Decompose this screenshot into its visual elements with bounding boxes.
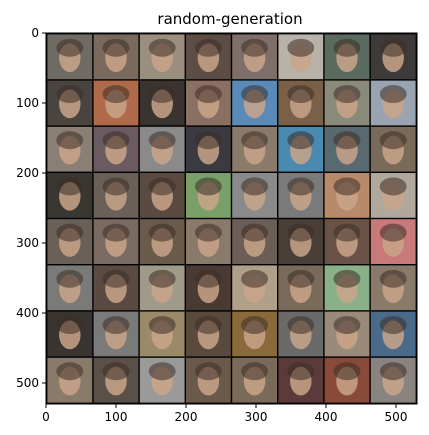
- face-tile: [47, 126, 93, 172]
- face-tile: [186, 126, 231, 172]
- face-tile: [93, 126, 139, 172]
- face-tile: [232, 219, 277, 264]
- face-tile: [370, 80, 416, 126]
- y-tick-label: 300: [16, 236, 39, 250]
- face-tile: [278, 173, 324, 218]
- face-tile: [47, 357, 93, 403]
- face-tile: [93, 34, 139, 80]
- face-tile: [232, 173, 277, 218]
- face-tile: [47, 34, 93, 80]
- face-tile: [278, 357, 324, 403]
- x-axis: 0 100 200 300 400 500: [42, 404, 407, 424]
- face-tile: [186, 219, 231, 264]
- face-tile: [232, 80, 277, 126]
- x-tick-label: 400: [315, 410, 338, 424]
- face-tile: [93, 311, 139, 357]
- face-tile: [324, 126, 370, 172]
- face-tile: [278, 80, 324, 126]
- face-tile: [139, 311, 185, 357]
- face-tile: [324, 34, 370, 80]
- axes-border: [45, 32, 418, 405]
- face-tile: [47, 173, 93, 218]
- face-tile: [93, 219, 139, 264]
- y-tick-label: 100: [16, 96, 39, 110]
- image-grid: [46, 33, 417, 404]
- face-tile: [139, 219, 185, 264]
- face-tile: [232, 311, 277, 357]
- face-tile: [93, 173, 139, 218]
- face-tile: [93, 265, 139, 311]
- face-tile: [93, 357, 139, 403]
- face-tile: [278, 311, 324, 357]
- face-tile: [139, 34, 185, 80]
- face-tile: [186, 311, 231, 357]
- face-tile: [232, 265, 277, 311]
- x-tick-label: 200: [175, 410, 198, 424]
- face-tile: [139, 126, 185, 172]
- x-tick-label: 500: [385, 410, 408, 424]
- face-tile: [93, 80, 139, 126]
- face-tile: [186, 357, 231, 403]
- face-tile: [186, 80, 231, 126]
- face-tile: [370, 265, 416, 311]
- x-tick-label: 0: [42, 410, 50, 424]
- y-axis: 0 100 200 300 400 500: [16, 26, 46, 390]
- face-tile: [370, 219, 416, 264]
- face-tile: [370, 173, 416, 218]
- face-tile: [278, 34, 324, 80]
- face-tile: [324, 311, 370, 357]
- face-tile: [324, 173, 370, 218]
- face-tile: [47, 311, 93, 357]
- x-tick-label: 300: [245, 410, 268, 424]
- face-tile: [186, 265, 231, 311]
- face-tile: [324, 80, 370, 126]
- face-tile: [278, 219, 324, 264]
- face-tile: [232, 34, 277, 80]
- face-tile: [370, 311, 416, 357]
- face-tile: [324, 265, 370, 311]
- face-tile: [324, 219, 370, 264]
- face-tile: [47, 265, 93, 311]
- face-tile: [370, 34, 416, 80]
- face-tile: [232, 126, 277, 172]
- face-tile: [232, 357, 277, 403]
- face-tile: [278, 265, 324, 311]
- y-tick-label: 200: [16, 166, 39, 180]
- face-tile: [47, 80, 93, 126]
- face-tile: [139, 80, 185, 126]
- face-tile: [370, 126, 416, 172]
- face-tile: [47, 219, 93, 264]
- face-tile: [139, 357, 185, 403]
- axes-frame: [45, 32, 418, 405]
- face-tile: [324, 357, 370, 403]
- y-tick-label: 500: [16, 376, 39, 390]
- face-tile: [186, 34, 231, 80]
- face-tile: [139, 173, 185, 218]
- y-tick-label: 0: [31, 26, 39, 40]
- chart-title: random-generation: [157, 10, 302, 28]
- face-tile: [139, 265, 185, 311]
- y-tick-label: 400: [16, 306, 39, 320]
- x-tick-label: 100: [105, 410, 128, 424]
- face-tile: [186, 173, 231, 218]
- face-tile: [370, 357, 416, 403]
- face-tile: [278, 126, 324, 172]
